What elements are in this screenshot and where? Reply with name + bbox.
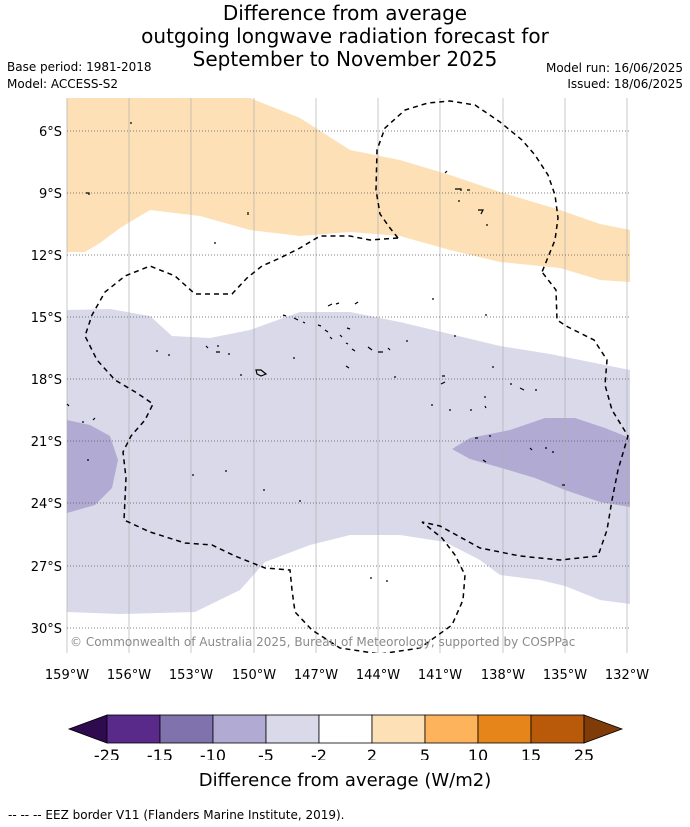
title-line-1: Difference from average	[222, 1, 468, 25]
anomaly-fields	[67, 98, 630, 614]
lon-label: 141°W	[418, 668, 462, 683]
strong-negative-anomaly-east	[452, 418, 630, 507]
colorbar-label: 10	[468, 746, 488, 760]
model-run: Model run: 16/06/2025	[545, 61, 683, 75]
lon-label: 138°W	[481, 668, 525, 683]
forecast-map: 6°S 9°S 12°S 15°S 18°S 21°S 24°S 27°S 30…	[31, 98, 649, 760]
colorbar-swatch	[212, 714, 267, 744]
island	[345, 365, 350, 369]
colorbar-label: 15	[521, 746, 541, 760]
island	[327, 302, 340, 307]
lon-label: 150°W	[232, 668, 276, 683]
colorbar-swatch	[106, 714, 161, 744]
copyright-credit: © Commonwealth of Australia 2025, Bureau…	[70, 635, 575, 649]
colorbar-swatch	[159, 714, 214, 744]
colorbar-label: -5	[258, 746, 274, 760]
lon-label: 132°W	[605, 668, 649, 683]
eez-legend-note: -- -- -- EEZ border V11 (Flanders Marine…	[8, 808, 345, 822]
eez-border-north	[375, 100, 559, 273]
island	[82, 417, 96, 423]
colorbar-swatch	[318, 714, 373, 744]
lon-label: 147°W	[294, 668, 338, 683]
island	[339, 334, 356, 352]
colorbar-labels: -25 -15 -10 -5 -2 2 5 10 15 25	[94, 746, 594, 760]
island	[346, 327, 351, 330]
island	[255, 369, 268, 377]
latitude-gridlines	[67, 130, 630, 629]
base-period: Base period: 1981-2018	[7, 60, 152, 74]
gridlines	[66, 98, 628, 653]
colorbar-extend-low	[67, 714, 108, 744]
colorbar-swatch	[477, 714, 532, 744]
island	[205, 345, 230, 355]
longitude-labels: 159°W 156°W 153°W 150°W 147°W 144°W 141°…	[45, 668, 649, 683]
positive-anomaly-band	[67, 98, 630, 282]
island	[455, 188, 462, 191]
colorbar-label: -25	[94, 746, 120, 760]
colorbar-label: 2	[367, 746, 377, 760]
latitude-labels: 6°S 9°S 12°S 15°S 18°S 21°S 24°S 27°S 30…	[31, 125, 62, 637]
lon-label: 144°W	[356, 668, 400, 683]
island	[317, 324, 333, 340]
lat-label: 24°S	[31, 497, 62, 512]
lat-label: 27°S	[31, 560, 62, 575]
lat-label: 12°S	[31, 249, 62, 264]
lat-label: 15°S	[31, 311, 62, 326]
lon-label: 159°W	[45, 668, 89, 683]
islands	[66, 122, 565, 582]
island	[484, 396, 487, 409]
lat-label: 30°S	[31, 622, 62, 637]
eez-borders	[84, 100, 629, 653]
lat-label: 21°S	[31, 435, 62, 450]
colorbar-swatch	[265, 714, 320, 744]
colorbar-title: Difference from average (W/m2)	[198, 770, 492, 791]
lon-label: 153°W	[169, 668, 213, 683]
lon-label: 135°W	[543, 668, 587, 683]
title-line-2: outgoing longwave radiation forecast for	[141, 24, 549, 48]
colorbar-label: 25	[574, 746, 594, 760]
island	[282, 314, 306, 324]
lat-label: 6°S	[39, 125, 62, 140]
island	[482, 459, 487, 463]
model-name: Model: ACCESS-S2	[7, 77, 119, 91]
colorbar-label: 5	[420, 746, 430, 760]
island	[66, 403, 70, 407]
colorbar-label: -10	[200, 746, 226, 760]
strong-negative-anomaly-west	[67, 420, 118, 513]
colorbar-swatch	[371, 714, 426, 744]
title-line-3: September to November 2025	[192, 47, 498, 71]
island	[444, 170, 448, 174]
colorbar	[67, 714, 624, 744]
lat-label: 9°S	[39, 187, 62, 202]
negative-anomaly-band	[67, 309, 630, 614]
lat-label: 18°S	[31, 373, 62, 388]
island	[86, 192, 90, 195]
island	[475, 435, 491, 439]
colorbar-label: -2	[311, 746, 327, 760]
island	[478, 209, 484, 215]
lon-label: 156°W	[107, 668, 151, 683]
colorbar-extend-high	[583, 714, 624, 744]
island	[529, 447, 554, 453]
island	[510, 383, 537, 391]
island	[440, 375, 446, 385]
issued-date: Issued: 18/06/2025	[567, 77, 683, 91]
eez-border-main	[84, 235, 629, 653]
colorbar-swatch	[424, 714, 479, 744]
island	[354, 301, 359, 305]
island	[367, 346, 391, 353]
colorbar-swatch	[530, 714, 585, 744]
colorbar-label: -15	[147, 746, 173, 760]
